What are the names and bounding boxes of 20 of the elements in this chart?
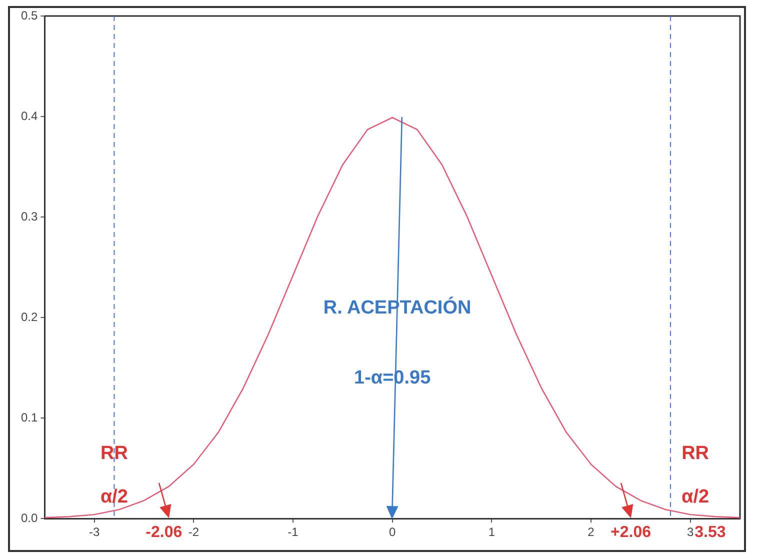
x-tick-label: -3 [89,525,100,540]
y-tick-label: 0.1 [20,410,38,424]
x-tick-label: -1 [288,525,299,540]
x-tick-label: -2 [188,525,200,540]
y-tick-label: 0.3 [20,209,38,224]
annotation: α/2 [100,486,128,508]
annotation: α/2 [682,486,710,508]
annotation: RR [100,443,128,464]
text: 3.53 [694,524,726,542]
y-tick-label: 0.0 [20,510,38,525]
annotation: RR [682,443,710,464]
x-tick-label: 1 [488,525,496,540]
y-tick-label: 0.4 [20,108,38,123]
x-tick-label: 0 [388,525,396,540]
text: -2.06 [146,524,182,542]
y-tick-label: 0.2 [20,310,38,324]
x-tick-label: 2 [588,525,595,540]
text: +2.06 [610,524,652,542]
y-tick-label: 0.5 [20,8,38,22]
x-tick-label: 3 [686,525,694,540]
